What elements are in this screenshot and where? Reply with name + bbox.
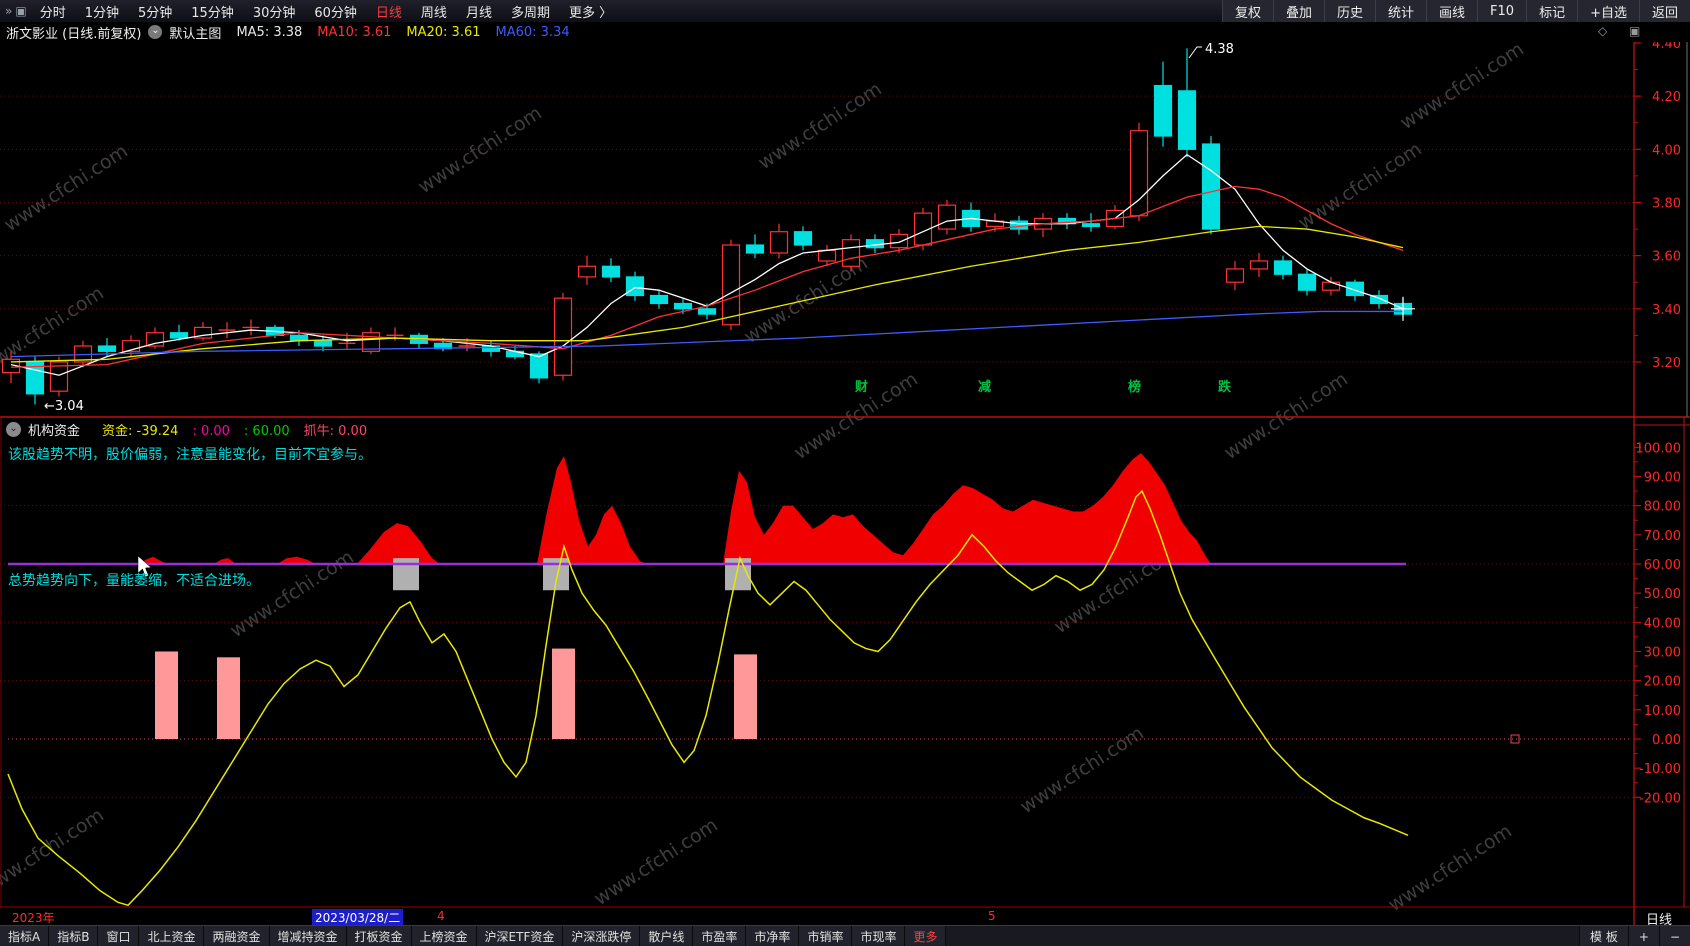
ma-label: MA5: 3.38	[236, 24, 303, 40]
svg-text:3.40: 3.40	[1652, 303, 1681, 318]
indicator-tab-北上资金[interactable]: 北上资金	[139, 926, 205, 946]
indicator-tab-散户线[interactable]: 散户线	[640, 926, 694, 946]
indicator-tab-市销率[interactable]: 市销率	[799, 926, 853, 946]
svg-text:80.00: 80.00	[1644, 500, 1681, 515]
svg-text:3.20: 3.20	[1652, 356, 1681, 371]
toolbar-button-+自选[interactable]: +自选	[1577, 0, 1639, 22]
svg-text:榜: 榜	[1128, 379, 1141, 395]
period-tabs: 分时 1分钟 5分钟 15分钟 30分钟 60分钟 日线 周线 月线 多周期 更多 〉	[40, 2, 612, 21]
svg-text:30.00: 30.00	[1644, 645, 1681, 660]
toolbar-buttons: 复权 叠加 历史 统计 画线 F10 标记 +自选 返回	[1221, 0, 1690, 22]
date-label: 2023年	[12, 911, 55, 925]
period-indicator-label: 日线	[1646, 913, 1673, 928]
ma-label: MA20: 3.61	[406, 24, 481, 40]
toolbar-button-F10[interactable]: F10	[1477, 0, 1527, 22]
indicator-tabs: 指标A 指标B 窗口 北上资金 两融资金 增减持资金 打板资金 上榜资金 沪深ETF资金 沪深涨跌…	[0, 926, 947, 946]
svg-text:跌: 跌	[1218, 379, 1232, 395]
period-tab-1分钟[interactable]: 1分钟	[84, 5, 119, 21]
toolbar-button-叠加[interactable]: 叠加	[1272, 0, 1324, 22]
stock-title: 浙文影业 (日线.前复权)	[6, 26, 142, 42]
ma-label: MA60: 3.34	[495, 24, 570, 40]
indicator-tab-窗口[interactable]: 窗口	[98, 926, 140, 946]
toolbar-button-历史[interactable]: 历史	[1323, 0, 1375, 22]
ma-value-labels: MA5: 3.38 MA10: 3.61 MA20: 3.61 MA60: 3.34	[221, 25, 569, 40]
period-tab-日线[interactable]: 日线	[375, 5, 402, 21]
ma-label: MA10: 3.61	[317, 24, 392, 40]
template-buttons: 模 板 + −	[1579, 926, 1690, 946]
period-tab-60分钟[interactable]: 60分钟	[314, 5, 357, 21]
date-axis-row: 2023年 2023/03/28/二 4 5 日线	[0, 908, 1690, 928]
indicator-value: 抓牛: 0.00	[303, 424, 368, 439]
svg-text:90.00: 90.00	[1644, 470, 1681, 485]
indicator-tab-更多[interactable]: 更多	[905, 926, 947, 946]
indicator-value: 资金: -39.24	[102, 424, 179, 439]
toolbar-button-标记[interactable]: 标记	[1526, 0, 1578, 22]
svg-text:财: 财	[855, 379, 868, 395]
toolbar-button-画线[interactable]: 画线	[1426, 0, 1478, 22]
chevron-down-icon[interactable]: ⌄	[148, 25, 163, 39]
toolbar-button-返回[interactable]: 返回	[1638, 0, 1690, 22]
indicator-tab-增减持资金[interactable]: 增减持资金	[269, 926, 347, 946]
indicator-tab-市净率[interactable]: 市净率	[746, 926, 800, 946]
svg-text:50.00: 50.00	[1644, 587, 1681, 602]
main-chart-style-label[interactable]: 默认主图	[169, 26, 222, 42]
advisory-text-2: 总势趋势向下，量能萎缩，不适合进场。	[8, 573, 260, 589]
svg-text:3.80: 3.80	[1652, 196, 1681, 211]
indicator-values: 资金: -39.24 : 0.00 : 60.00 抓牛: 0.00	[102, 420, 381, 439]
date-label: 5	[988, 909, 996, 923]
svg-text:-20.00: -20.00	[1639, 791, 1681, 806]
indicator-value: : 60.00	[243, 424, 290, 439]
indicator-tab-市盈率[interactable]: 市盈率	[693, 926, 747, 946]
period-toolbar: »▣ 分时 1分钟 5分钟 15分钟 30分钟 60分钟 日线 周线 月线 多周期 更多 〉 复权叠…	[0, 0, 1690, 22]
indicator-tab-bar: 指标A 指标B 窗口 北上资金 两融资金 增减持资金 打板资金 上榜资金 沪深ETF资金 沪深涨跌…	[0, 925, 1690, 946]
indicator-tab-上榜资金[interactable]: 上榜资金	[411, 926, 477, 946]
bottom-button-+[interactable]: +	[1627, 926, 1659, 946]
period-tab-周线[interactable]: 周线	[420, 5, 447, 21]
period-tab-15分钟[interactable]: 15分钟	[191, 5, 234, 21]
indicator-collapse-icon[interactable]: ⌄	[6, 422, 21, 437]
svg-text:4.38: 4.38	[1205, 42, 1234, 57]
period-tab-30分钟[interactable]: 30分钟	[252, 5, 296, 21]
svg-text:10.00: 10.00	[1644, 704, 1681, 719]
period-tab-更多 〉[interactable]: 更多 〉	[568, 5, 613, 21]
advisory-text-1: 该股趋势不明，股价偏弱，注意量能变化，目前不宜参与。	[8, 447, 372, 463]
svg-text:3.60: 3.60	[1652, 250, 1681, 265]
bottom-button-−[interactable]: −	[1658, 926, 1690, 946]
svg-text:70.00: 70.00	[1644, 529, 1681, 544]
toolbar-button-复权[interactable]: 复权	[1221, 0, 1273, 22]
indicator-tab-沪深ETF资金[interactable]: 沪深ETF资金	[476, 926, 564, 946]
date-label: 4	[437, 909, 445, 923]
period-tab-多周期[interactable]: 多周期	[510, 5, 550, 21]
window-menu-icon[interactable]: »▣	[5, 4, 30, 18]
indicator-tab-指标B[interactable]: 指标B	[49, 926, 99, 946]
svg-text:40.00: 40.00	[1644, 616, 1681, 631]
period-tab-5分钟[interactable]: 5分钟	[137, 5, 173, 21]
svg-text:-10.00: -10.00	[1639, 762, 1681, 777]
bottom-button-模板[interactable]: 模 板	[1579, 926, 1628, 946]
toolbar-button-统计[interactable]: 统计	[1375, 0, 1427, 22]
chart-title-bar: 浙文影业 (日线.前复权) ⌄ 默认主图 MA5: 3.38 MA10: 3.61…	[0, 22, 1690, 42]
indicator-tab-沪深涨跌停[interactable]: 沪深涨跌停	[563, 926, 641, 946]
indicator-tab-指标A[interactable]: 指标A	[0, 926, 50, 946]
svg-text:0.00: 0.00	[1652, 733, 1681, 748]
indicator-tab-两融资金[interactable]: 两融资金	[204, 926, 270, 946]
indicator-tab-市现率[interactable]: 市现率	[852, 926, 906, 946]
period-tab-分时[interactable]: 分时	[39, 5, 66, 21]
period-tab-月线[interactable]: 月线	[465, 5, 492, 21]
indicator-tab-打板资金[interactable]: 打板资金	[346, 926, 412, 946]
svg-text:100.00: 100.00	[1636, 441, 1682, 456]
chart-corner-icons[interactable]: ◇ ▣	[1598, 24, 1650, 38]
date-label: 2023/03/28/二	[312, 909, 404, 926]
indicator-name[interactable]: 机构资金	[28, 424, 81, 439]
svg-text:4.20: 4.20	[1652, 90, 1681, 105]
indicator-header: ⌄ 机构资金 资金: -39.24 : 0.00 : 60.00 抓牛: 0.00	[6, 420, 381, 439]
svg-text:减: 减	[978, 379, 991, 395]
svg-text:←3.04: ←3.04	[44, 399, 84, 414]
svg-text:60.00: 60.00	[1644, 558, 1681, 573]
indicator-value: : 0.00	[192, 424, 230, 439]
svg-text:20.00: 20.00	[1644, 675, 1681, 690]
svg-text:4.00: 4.00	[1652, 143, 1681, 158]
